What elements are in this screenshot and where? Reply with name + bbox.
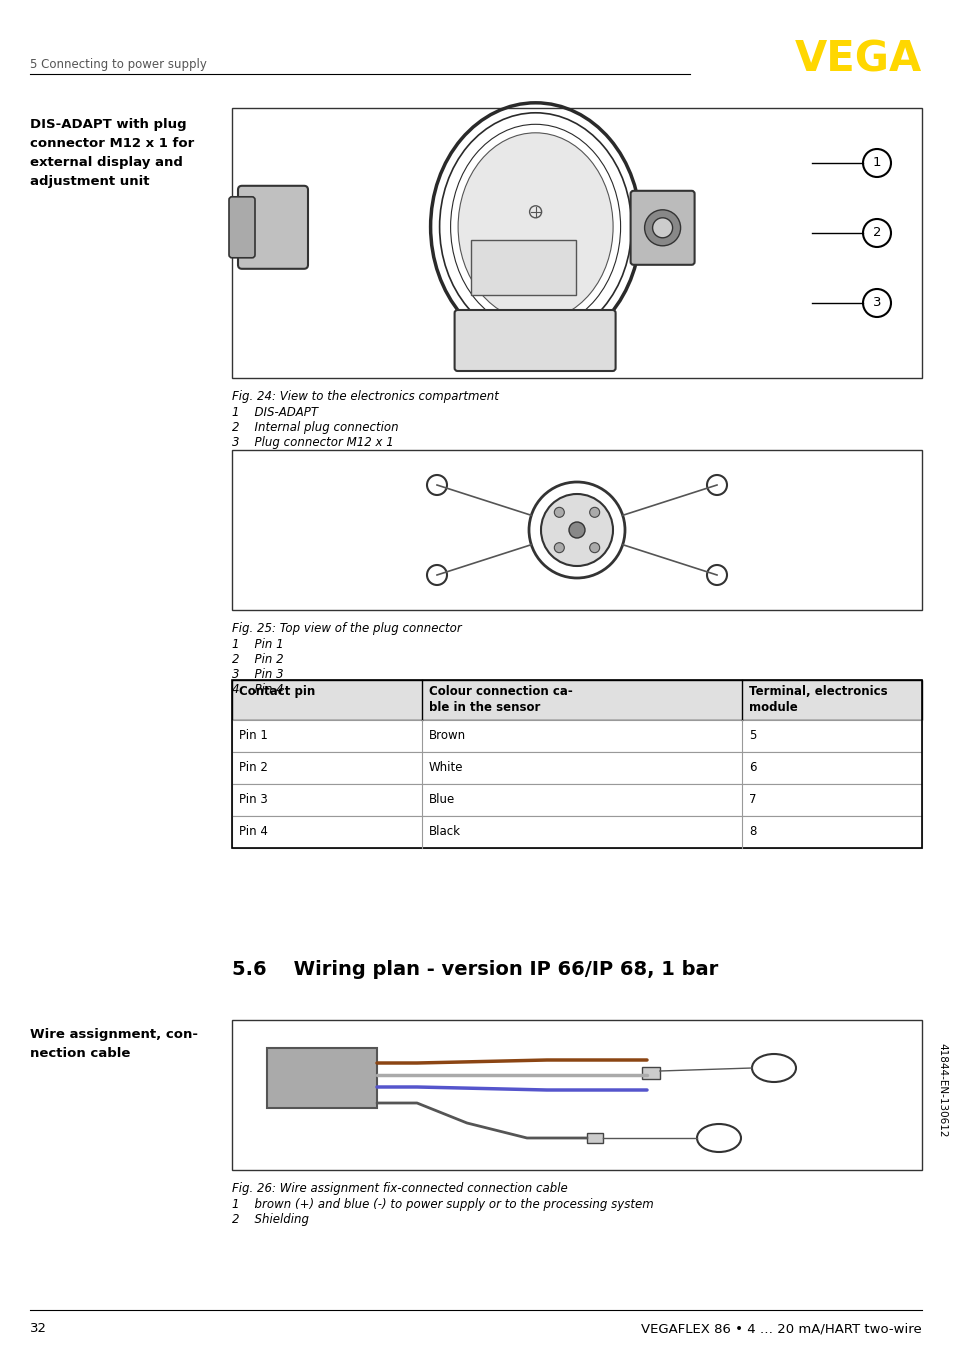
Bar [641, 1067, 659, 1079]
Text: White: White [429, 761, 463, 774]
Bar [232, 784, 921, 816]
Text: 2    Pin 2: 2 Pin 2 [232, 653, 283, 666]
Text: 5 Connecting to power supply: 5 Connecting to power supply [30, 58, 207, 70]
Text: Pin 3: Pin 3 [239, 793, 268, 806]
Text: 7: 7 [748, 793, 756, 806]
Bar [232, 720, 921, 751]
Text: Terminal, electronics
module: Terminal, electronics module [748, 685, 886, 714]
Circle shape [589, 508, 599, 517]
Text: VEGA: VEGA [794, 38, 921, 80]
Bar [586, 1133, 602, 1143]
Text: Blue: Blue [429, 793, 455, 806]
Bar [232, 1020, 921, 1170]
Bar [470, 240, 575, 295]
Text: 5.6    Wiring plan - version IP 66/IP 68, 1 bar: 5.6 Wiring plan - version IP 66/IP 68, 1… [232, 960, 718, 979]
FancyBboxPatch shape [630, 191, 694, 265]
Text: 32: 32 [30, 1322, 47, 1335]
Circle shape [589, 543, 599, 552]
Text: Colour connection ca-
ble in the sensor: Colour connection ca- ble in the sensor [429, 685, 572, 714]
Text: 6: 6 [748, 761, 756, 774]
Bar [232, 816, 921, 848]
Text: VEGAFLEX 86 • 4 … 20 mA/HART two-wire: VEGAFLEX 86 • 4 … 20 mA/HART two-wire [640, 1322, 921, 1335]
Bar [232, 751, 921, 784]
Bar [267, 1048, 376, 1108]
Circle shape [540, 494, 613, 566]
Circle shape [652, 218, 672, 238]
Text: Brown: Brown [429, 728, 466, 742]
Bar [232, 720, 921, 751]
Text: 3    Pin 3: 3 Pin 3 [232, 668, 283, 681]
Ellipse shape [457, 133, 613, 321]
Text: 3: 3 [872, 297, 881, 310]
Bar [232, 450, 921, 611]
Text: 5: 5 [748, 728, 756, 742]
Text: Black: Black [429, 825, 460, 838]
Text: Fig. 24: View to the electronics compartment: Fig. 24: View to the electronics compart… [232, 390, 498, 403]
Bar [232, 680, 921, 720]
Text: Pin 4: Pin 4 [239, 825, 268, 838]
Text: Pin 1: Pin 1 [239, 728, 268, 742]
Text: DIS-ADAPT with plug
connector M12 x 1 for
external display and
adjustment unit: DIS-ADAPT with plug connector M12 x 1 fo… [30, 118, 194, 188]
Bar [232, 680, 921, 848]
Circle shape [529, 482, 624, 578]
Text: 3    Plug connector M12 x 1: 3 Plug connector M12 x 1 [232, 436, 394, 450]
Circle shape [554, 543, 564, 552]
Bar [232, 680, 921, 720]
Text: 1: 1 [872, 157, 881, 169]
Text: Fig. 25: Top view of the plug connector: Fig. 25: Top view of the plug connector [232, 621, 461, 635]
Text: 4    Pin 4: 4 Pin 4 [232, 682, 283, 696]
Text: 1    brown (+) and blue (-) to power supply or to the processing system: 1 brown (+) and blue (-) to power supply… [232, 1198, 653, 1210]
Text: 2    Shielding: 2 Shielding [232, 1213, 309, 1225]
Text: 41844-EN-130612: 41844-EN-130612 [936, 1043, 946, 1137]
Text: Fig. 26: Wire assignment fix-connected connection cable: Fig. 26: Wire assignment fix-connected c… [232, 1182, 567, 1196]
Text: Wire assignment, con-
nection cable: Wire assignment, con- nection cable [30, 1028, 198, 1060]
Bar [232, 784, 921, 816]
FancyBboxPatch shape [455, 310, 615, 371]
Circle shape [554, 508, 564, 517]
Text: Pin 2: Pin 2 [239, 761, 268, 774]
Text: 8: 8 [748, 825, 756, 838]
FancyBboxPatch shape [229, 196, 254, 257]
Bar [232, 108, 921, 378]
Text: 2: 2 [872, 226, 881, 240]
Circle shape [644, 210, 679, 246]
Bar [232, 816, 921, 848]
Text: 1    Pin 1: 1 Pin 1 [232, 638, 283, 651]
Circle shape [568, 523, 584, 538]
Bar [232, 751, 921, 784]
Text: 1    DIS-ADAPT: 1 DIS-ADAPT [232, 406, 317, 418]
Text: 2    Internal plug connection: 2 Internal plug connection [232, 421, 398, 435]
Text: Contact pin: Contact pin [239, 685, 314, 699]
FancyBboxPatch shape [237, 185, 308, 269]
